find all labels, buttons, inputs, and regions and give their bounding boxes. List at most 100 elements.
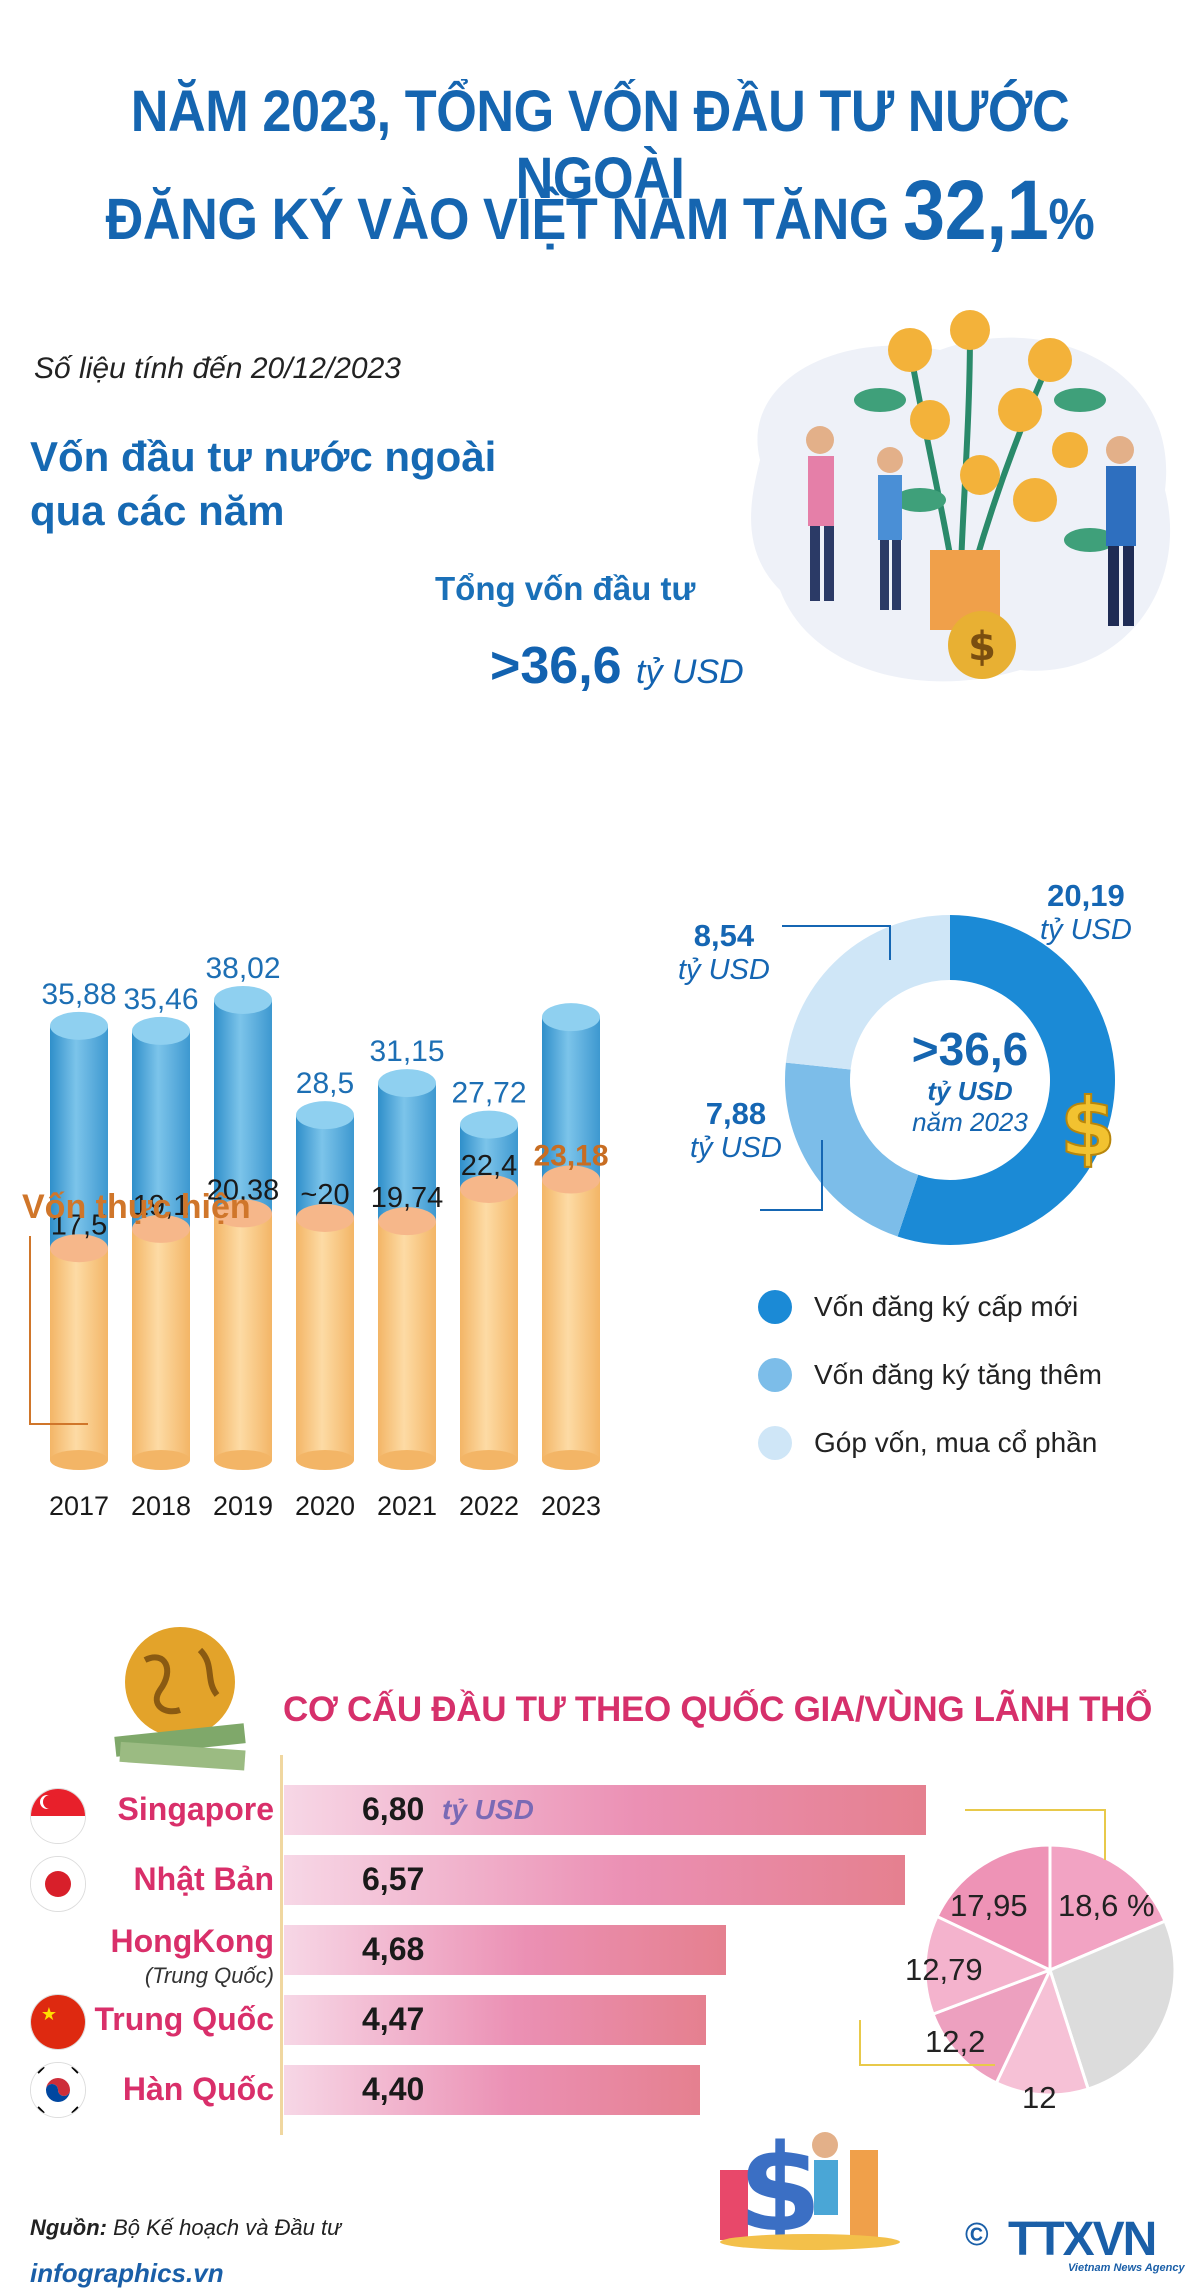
legend-item-new-capital: Vốn đăng ký cấp mới [758, 1290, 1078, 1324]
country-bar-3 [284, 1995, 707, 2045]
donut-label-new-unit: tỷ USD [1040, 914, 1132, 946]
bar-realized-2021 [378, 1221, 436, 1460]
bar-total-top-2023 [542, 1003, 600, 1032]
brand-logo: TTXVN [1008, 2213, 1157, 2266]
bar-realized-top-2022 [460, 1174, 518, 1203]
bar-realized-top-2019 [214, 1199, 272, 1228]
country-name-2: HongKong [110, 1923, 275, 1959]
donut-label-added-unit: tỷ USD [690, 1132, 782, 1164]
bar-realized-top-2020 [296, 1204, 354, 1232]
country-axis-line [280, 1755, 283, 2135]
donut-center-value: >36,6 [911, 1023, 1029, 1075]
realized-value-label-2023: 23,18 [533, 1140, 608, 1173]
country-bar-1 [284, 1855, 905, 1905]
bar-realized-2018 [132, 1228, 190, 1460]
copyright-symbol: © [965, 2216, 989, 2252]
country-value-0: 6,80 [362, 1791, 425, 1827]
title-line2-text: ĐĂNG KÝ VÀO VIỆT NAM TĂNG [105, 187, 904, 252]
pie-slice-3 [931, 1967, 1053, 2085]
total-investment-value: >36,6 tỷ USD [490, 636, 744, 696]
donut-label-share-value: 8,54 [693, 918, 755, 953]
country-value-1: 6,57 [362, 1861, 425, 1897]
svg-text:$: $ [1060, 1081, 1116, 1170]
pie-slice-4 [994, 1965, 1091, 2097]
country-share-pie [923, 1843, 1177, 2097]
bar-base-2022 [460, 1450, 518, 1470]
bar-base-2023 [542, 1450, 600, 1470]
total-investment-number: >36,6 [490, 637, 622, 695]
bar-realized-top-2023 [542, 1165, 600, 1194]
year-label-2020: 2020 [295, 1491, 355, 1520]
bar-realized-top-2017 [50, 1234, 108, 1263]
country-note-2: (Trung Quốc) [144, 1963, 274, 1988]
total-value-label-2019: 38,02 [205, 952, 280, 985]
donut-slice-0 [897, 915, 1115, 1245]
bar-total-top-2019 [214, 985, 272, 1014]
country-name-0: Singapore [117, 1791, 274, 1827]
section1-heading: Vốn đầu tư nước ngoài qua các năm [30, 430, 496, 538]
page-title-line1: NĂM 2023, TỔNG VỐN ĐẦU TƯ NƯỚC NGOÀI [130, 79, 1070, 211]
bar-realized-2022 [460, 1188, 518, 1460]
pie-slice-1 [935, 1843, 1052, 1973]
bar-base-2021 [378, 1450, 436, 1470]
svg-text:$: $ [968, 624, 996, 670]
country-bar-4 [284, 2065, 700, 2115]
donut-slice-1 [785, 1062, 919, 1237]
country-bar-0 [284, 1785, 927, 1835]
pie-label-korea: 12 [1022, 2080, 1057, 2115]
realized-value-label-2017: 17,5 [51, 1209, 107, 1241]
donut-label-new-capital: 20,19 tỷ USD [1040, 878, 1132, 947]
bar-realized-2020 [296, 1218, 354, 1460]
country-name-1: Nhật Bản [133, 1861, 274, 1897]
source-label: Nguồn: [30, 2215, 107, 2240]
bar-base-2018 [132, 1450, 190, 1470]
source-text: Bộ Kế hoạch và Đầu tư [113, 2215, 342, 2240]
pie-label-china: 12,2 [925, 2024, 986, 2059]
total-value-label-2017: 35,88 [41, 978, 116, 1011]
pie-leader-lines [859, 1809, 1106, 2066]
country-name-4: Hàn Quốc [122, 2071, 274, 2107]
legend-swatch-new [758, 1290, 792, 1324]
total-value-label-2020: 28,5 [296, 1067, 354, 1100]
bar-base-2020 [296, 1450, 354, 1470]
section1-heading-line1: Vốn đầu tư nước ngoài [30, 433, 497, 480]
donut-label-share-unit: tỷ USD [678, 954, 770, 986]
source-note: Nguồn: Bộ Kế hoạch và Đầu tư [30, 2215, 341, 2241]
bar-base-2019 [214, 1450, 272, 1470]
donut-center-unit: tỷ USD [927, 1076, 1013, 1106]
country-section-title: CƠ CẤU ĐẦU TƯ THEO QUỐC GIA/VÙNG LÃNH TH… [283, 1690, 1153, 1729]
country-bar-2 [284, 1925, 726, 1975]
pie-label-japan: 17,95 [950, 1888, 1028, 1923]
realized-value-label-2018: 19,1 [133, 1190, 189, 1222]
bar-total-top-2018 [132, 1016, 190, 1045]
country-name-3: Trung Quốc [94, 2001, 274, 2037]
donut-leader-lines [760, 925, 891, 1211]
year-label-2021: 2021 [377, 1491, 437, 1520]
legend-swatch-share [758, 1426, 792, 1460]
capital-structure-donut [785, 915, 1115, 1245]
dollar-chart-illustration: $ [720, 2120, 900, 2250]
bar-realized-2023 [542, 1179, 600, 1460]
bar-realized-top-2018 [132, 1214, 190, 1243]
donut-label-added-capital: 7,88 tỷ USD [690, 1096, 782, 1165]
donut-label-share-purchase: 8,54 tỷ USD [678, 918, 770, 987]
year-label-2018: 2018 [131, 1491, 191, 1520]
country-value-2: 4,68 [362, 1931, 425, 1967]
dollar-sign-icon: $ [1059, 1080, 1117, 1170]
bar-total-top-2022 [460, 1110, 518, 1139]
bar-total-top-2020 [296, 1101, 354, 1130]
footer-site-link[interactable]: infographics.vn [30, 2258, 224, 2288]
pie-slice-5 [1048, 1919, 1177, 2091]
korea-flag-icon [30, 2062, 86, 2118]
year-label-2019: 2019 [213, 1491, 273, 1520]
money-tree-illustration: $ [751, 310, 1171, 682]
year-label-2022: 2022 [459, 1491, 519, 1520]
country-value-4: 4,40 [362, 2071, 425, 2107]
realized-capital-label: Vốn thực hiện [22, 1188, 251, 1226]
donut-slice-2 [785, 915, 950, 1070]
title-growth-percent: % [1048, 187, 1095, 252]
donut-label-new-value: 20,19 [1047, 878, 1125, 913]
title-growth-value: 32,1 [903, 163, 1049, 257]
legend-label-new: Vốn đăng ký cấp mới [814, 1291, 1079, 1322]
section1-heading-line2: qua các năm [30, 487, 285, 534]
